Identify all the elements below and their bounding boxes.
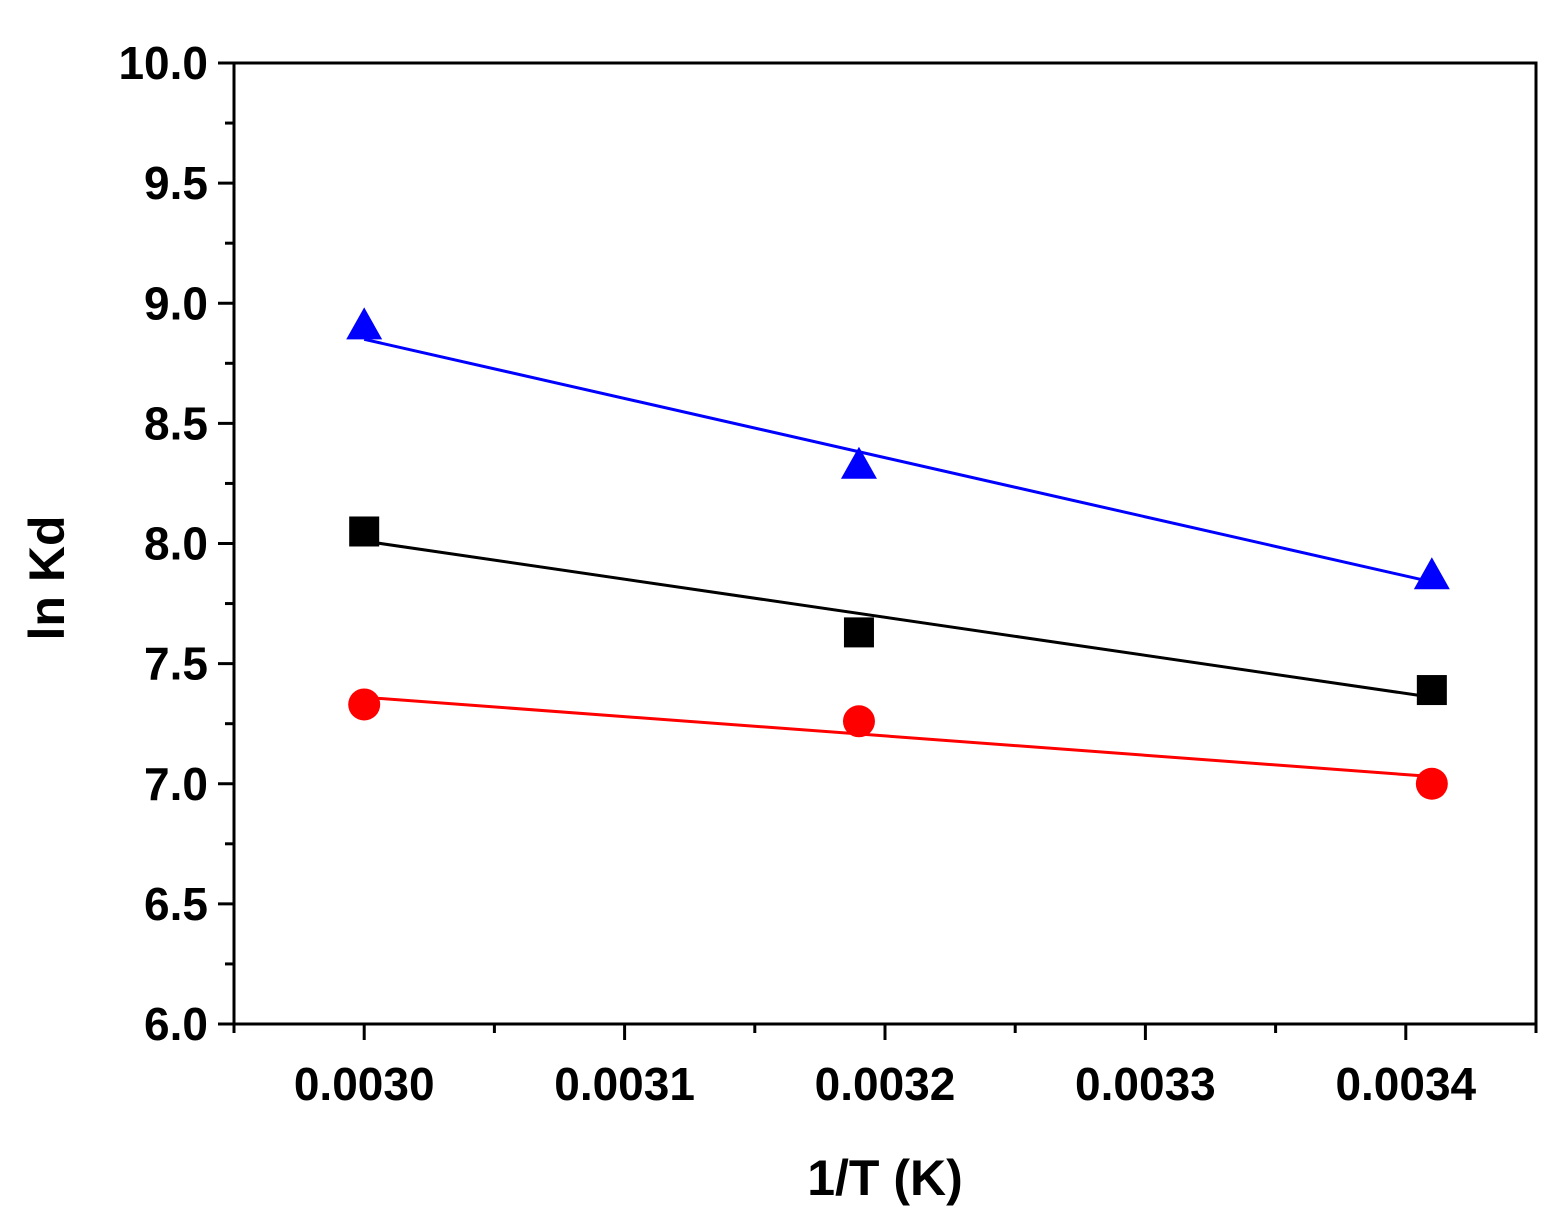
- y-tick-label: 8.5: [144, 397, 208, 449]
- square-marker: [349, 516, 380, 547]
- y-tick-label: 6.0: [144, 998, 208, 1050]
- fit-line-circle: [364, 695, 1432, 779]
- fit-line-triangle: [363, 337, 1433, 584]
- y-tick-label: 9.5: [144, 157, 208, 209]
- data-markers: [346, 307, 1450, 800]
- square-marker: [843, 617, 874, 648]
- y-axis-ticks: 6.0 6.5 7.0 7.5 8.0 8.5 9.0 9.5 10.0: [118, 37, 234, 1050]
- plot-frame: [232, 61, 1538, 1026]
- x-tick-label: 0.0033: [1075, 1058, 1216, 1110]
- triangle-marker: [1413, 557, 1450, 590]
- circle-marker: [348, 688, 381, 721]
- circle-marker: [842, 705, 875, 738]
- y-tick-label: 9.0: [144, 277, 208, 329]
- fit-line-square: [363, 539, 1433, 699]
- x-tick-label: 0.0034: [1335, 1058, 1476, 1110]
- y-tick-label: 7.5: [144, 638, 208, 690]
- triangle-marker: [840, 446, 877, 479]
- y-axis-title: ln Kd: [19, 516, 75, 641]
- circle-marker: [1415, 767, 1448, 800]
- x-tick-label: 0.0031: [554, 1058, 695, 1110]
- y-tick-label: 7.0: [144, 758, 208, 810]
- fit-lines: [363, 337, 1433, 779]
- y-tick-label: 10.0: [118, 37, 208, 89]
- x-axis-title: 1/T (K): [807, 1150, 963, 1206]
- triangle-marker: [346, 307, 383, 340]
- x-tick-label: 0.0030: [294, 1058, 435, 1110]
- x-axis-ticks: 0.0030 0.0031 0.0032 0.0033 0.0034: [232, 1024, 1538, 1110]
- x-tick-label: 0.0032: [815, 1058, 956, 1110]
- y-tick-label: 8.0: [144, 518, 208, 570]
- y-tick-label: 6.5: [144, 878, 208, 930]
- square-marker: [1416, 675, 1447, 706]
